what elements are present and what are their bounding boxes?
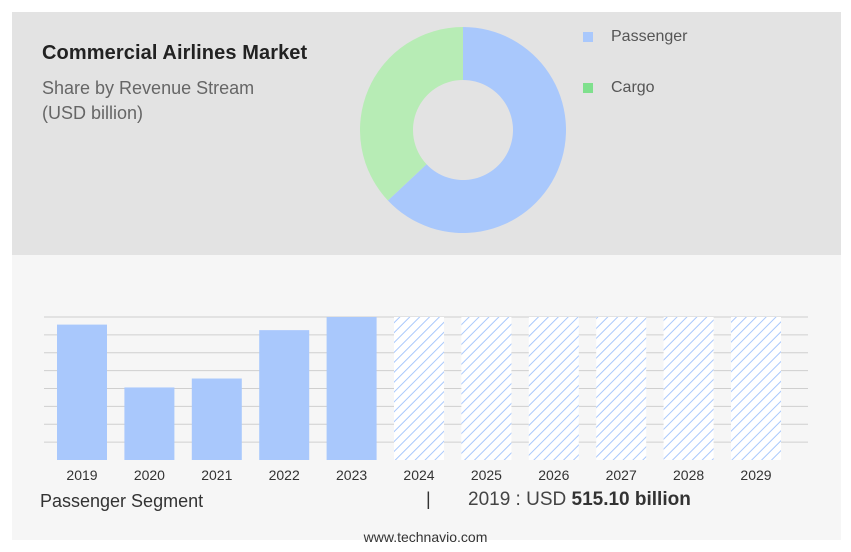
bar-2024 [394,317,444,460]
segment-value: 2019 : USD 515.10 billion [468,489,691,511]
legend-item-passenger: Passenger [583,28,688,46]
bar-2026 [528,317,579,460]
legend-label-cargo: Cargo [611,79,655,96]
segment-value-prefix: 2019 : USD [468,489,572,510]
bar-2023 [326,317,377,460]
x-tick-2022: 2022 [269,467,300,483]
website-link[interactable]: www.technavio.com [363,529,488,545]
legend-item-cargo: Cargo [583,79,655,97]
bar-2025 [461,317,512,460]
bar-2021 [191,378,242,460]
bar-2027 [596,317,647,460]
bar-2028 [663,317,714,460]
chart-title: Commercial Airlines Market [42,42,308,64]
x-tick-2024: 2024 [403,467,434,483]
x-tick-2025: 2025 [471,467,502,483]
x-tick-2023: 2023 [336,467,367,483]
footer-divider: | [426,489,431,509]
bar-2019 [57,324,107,460]
segment-label: Passenger Segment [40,491,204,511]
revenue-share-donut [360,27,566,233]
bar-2020 [124,387,175,460]
x-tick-2027: 2027 [606,467,637,483]
legend-swatch-cargo [583,83,593,93]
x-tick-2021: 2021 [201,467,232,483]
segment-value-amount: 515.10 billion [571,489,691,510]
bar-2029 [731,317,781,460]
x-tick-2019: 2019 [66,467,97,483]
bar-2022 [259,330,310,460]
x-tick-2028: 2028 [673,467,704,483]
chart-subtitle: Share by Revenue Stream (USD billion) [42,78,255,123]
x-tick-2029: 2029 [740,467,771,483]
legend-swatch-passenger [583,32,593,42]
annual-bar-chart: 2019 2020 2021 2022 2023 2024 2025 2026 2027 2028… [44,316,808,483]
donut-slice-cargo [360,27,463,201]
legend-label-passenger: Passenger [611,28,688,45]
donut-slice-passenger [387,27,566,233]
x-tick-2026: 2026 [538,467,569,483]
x-tick-2020: 2020 [134,467,165,483]
